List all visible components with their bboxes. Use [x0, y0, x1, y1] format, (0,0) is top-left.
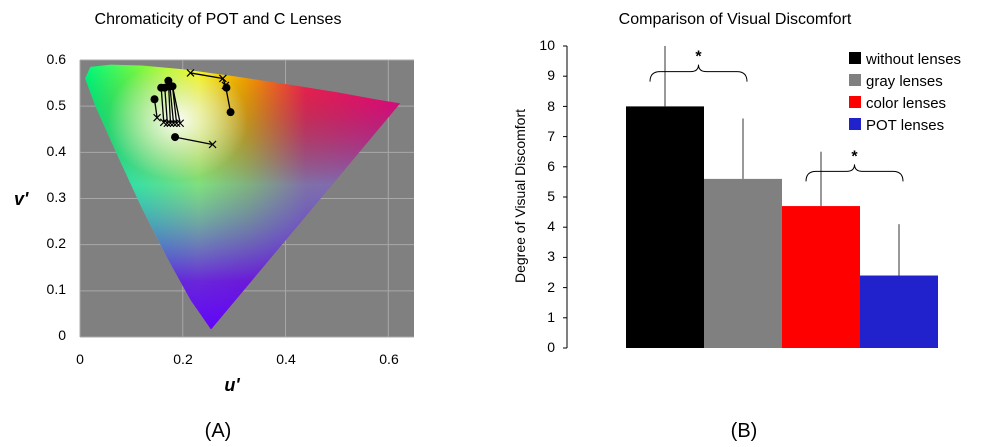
bar-without-lenses — [626, 106, 704, 349]
bar-color-lenses — [782, 206, 860, 348]
chart-b-y-tick: 7 — [547, 128, 555, 144]
legend-label: POT lenses — [866, 117, 944, 134]
chart-a-dot-marker — [171, 133, 180, 142]
chart-a-connector — [190, 72, 223, 80]
chart-a-y-tick: 0.4 — [47, 143, 67, 159]
chart-a-dot-marker — [222, 83, 231, 92]
chart-a-xlabel: u' — [224, 375, 240, 395]
chart-b-y-tick: 9 — [547, 67, 555, 83]
chart-b-significance: ** — [649, 49, 904, 182]
chart-a-x-marker — [218, 74, 227, 83]
chart-b-y-tick: 0 — [547, 339, 555, 355]
significance-star: * — [695, 49, 702, 66]
chart-a-x-tick: 0.2 — [173, 351, 193, 367]
chart-a-x-marker — [166, 119, 175, 128]
chart-a-x-marker — [186, 69, 195, 77]
chart-a-x-marker — [163, 119, 172, 128]
chart-a-y-ticks: 0 0.1 0.2 0.3 0.4 0.5 0.6 — [47, 51, 67, 343]
chart-a-y-tick: 0.2 — [47, 235, 67, 251]
chart-b-tick-marks — [563, 45, 567, 349]
legend-label: gray lenses — [866, 73, 943, 90]
chart-b-panel-label: (B) — [731, 420, 758, 442]
chart-a-x-ticks: 0 0.2 0.4 0.6 — [76, 351, 399, 367]
chart-a-x-marker — [169, 119, 178, 128]
chart-b-y-ticks: 0 1 2 3 4 5 6 7 8 9 10 — [539, 37, 555, 355]
chart-a-connector — [160, 87, 165, 123]
chart-a-x-tick: 0.6 — [379, 351, 399, 367]
legend-label: without lenses — [865, 51, 961, 68]
chart-a-x-marker — [176, 119, 185, 128]
chart-a: Chromaticity of POT and C Lenses 0 0.1 0… — [14, 11, 414, 442]
bar-gray-lenses — [704, 178, 782, 348]
chart-a-dot-marker — [150, 95, 159, 104]
legend-swatch — [849, 118, 861, 130]
legend-swatch — [849, 74, 861, 86]
chart-a-connector — [171, 86, 181, 124]
significance-star: * — [851, 148, 858, 165]
chart-a-dot-marker — [168, 82, 177, 91]
chart-a-x-marker — [153, 113, 162, 122]
chart-b-legend: without lenses gray lenses color lenses … — [849, 51, 961, 134]
chart-b-bars — [626, 46, 938, 349]
chart-a-points — [150, 69, 235, 149]
bar-pot-lenses — [860, 275, 938, 348]
chart-b-y-tick: 6 — [547, 158, 555, 174]
significance-bracket — [649, 64, 748, 82]
chart-b-y-tick: 3 — [547, 248, 555, 264]
chart-b-y-tick: 5 — [547, 188, 555, 204]
chart-a-y-tick: 0.1 — [47, 281, 67, 297]
legend-swatch — [849, 96, 861, 108]
chart-a-x-tick: 0.4 — [276, 351, 296, 367]
chart-b-y-tick: 1 — [547, 309, 555, 325]
chart-b-y-tick: 10 — [539, 37, 555, 53]
chart-a-x-marker — [208, 140, 217, 149]
chart-a-y-tick: 0.5 — [47, 97, 67, 113]
chart-a-x-tick: 0 — [76, 351, 84, 367]
chart-b-title: Comparison of Visual Discomfort — [619, 11, 852, 28]
chart-a-y-tick: 0 — [58, 327, 66, 343]
significance-bracket — [805, 164, 904, 182]
chart-a-dot-marker — [226, 108, 235, 117]
chart-a-panel-label: (A) — [205, 420, 232, 442]
chart-b-y-tick: 2 — [547, 279, 555, 295]
chart-a-connector — [169, 86, 175, 124]
chart-a-connector — [164, 87, 169, 124]
chart-a-x-marker — [172, 119, 181, 128]
chart-b: Comparison of Visual Discomfort 0 1 2 3 … — [512, 11, 961, 442]
chart-a-ylabel: v' — [14, 189, 29, 209]
legend-label: color lenses — [866, 95, 946, 112]
chart-b-y-tick: 8 — [547, 98, 555, 114]
chart-a-connector — [174, 136, 213, 146]
chart-a-y-tick: 0.3 — [47, 189, 67, 205]
chart-b-ylabel: Degree of Visual Discomfort — [512, 109, 528, 283]
legend-swatch — [849, 52, 861, 64]
chart-b-y-tick: 4 — [547, 218, 555, 234]
chart-a-y-tick: 0.6 — [47, 51, 67, 67]
chart-a-title: Chromaticity of POT and C Lenses — [95, 11, 342, 28]
